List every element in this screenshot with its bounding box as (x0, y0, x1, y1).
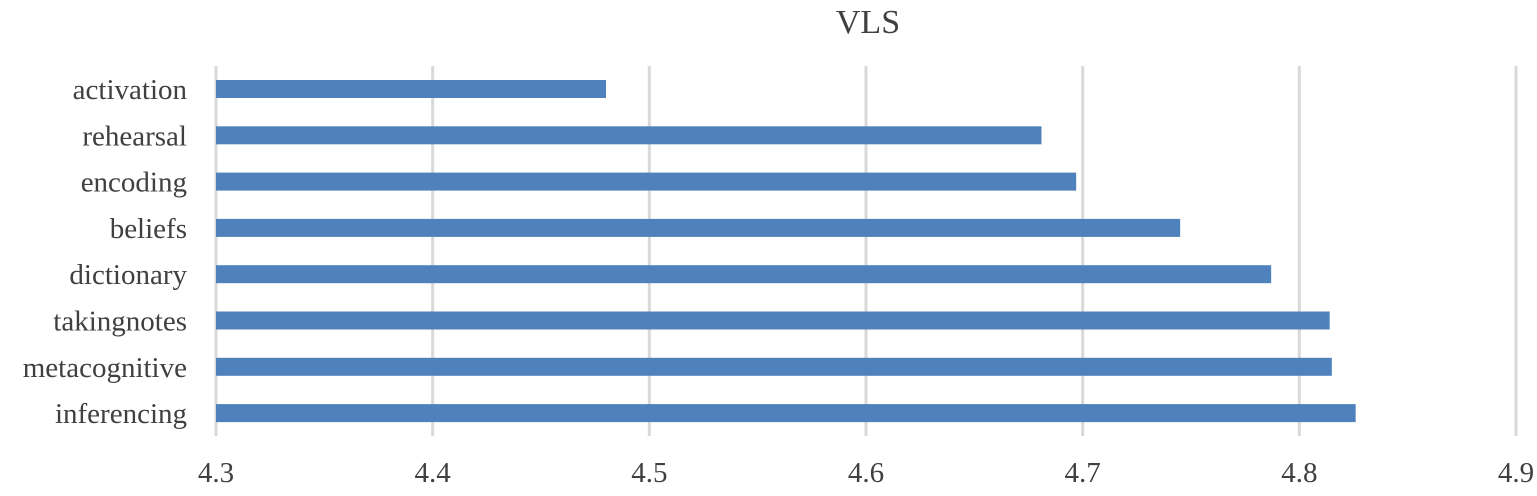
chart-title: VLS (836, 4, 900, 41)
bar-encoding (216, 172, 1077, 191)
bar-metacognitive (216, 357, 1332, 376)
bar-rehearsal (216, 126, 1042, 145)
category-label-activation: activation (73, 74, 188, 106)
category-label-beliefs: beliefs (110, 213, 187, 245)
category-label-metacognitive: metacognitive (23, 352, 187, 384)
x-tick-label: 4.9 (1498, 457, 1534, 489)
bars (216, 80, 1356, 423)
x-tick-label: 4.6 (848, 457, 884, 489)
category-label-encoding: encoding (81, 167, 187, 199)
x-tick-label: 4.4 (415, 457, 452, 489)
bar-dictionary (216, 265, 1272, 284)
category-label-rehearsal: rehearsal (82, 120, 187, 152)
x-axis-tick-labels: 4.3 4.4 4.5 4.6 4.7 4.8 4.9 (198, 457, 1534, 489)
x-tick-label: 4.5 (631, 457, 667, 489)
category-label-takingnotes: takingnotes (53, 306, 187, 338)
gridlines (214, 66, 1518, 436)
bar-beliefs (216, 218, 1181, 237)
x-tick-label: 4.8 (1281, 457, 1317, 489)
category-labels: activation rehearsal encoding beliefs dictio… (23, 74, 188, 430)
category-label-dictionary: dictionary (69, 259, 187, 291)
bar-inferencing (216, 404, 1356, 423)
x-tick-label: 4.7 (1065, 457, 1101, 489)
category-label-inferencing: inferencing (55, 398, 187, 430)
x-tick-label: 4.3 (198, 457, 234, 489)
bar-takingnotes (216, 311, 1330, 330)
bar-activation (216, 80, 606, 98)
